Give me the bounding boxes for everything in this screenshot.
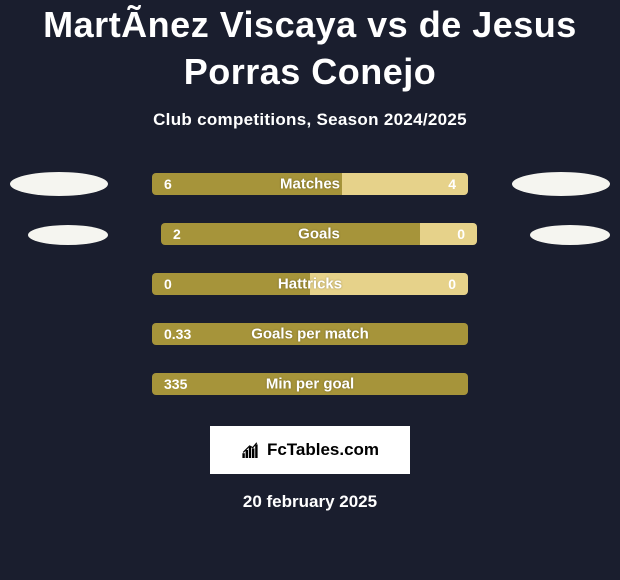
stat-bar: 2 0 Goals	[161, 223, 477, 245]
stat-value-left: 6	[164, 176, 172, 192]
player-bubble-left	[10, 172, 108, 196]
brand-badge[interactable]: FcTables.com	[210, 426, 410, 474]
stat-value-right: 0	[448, 276, 456, 292]
player-bubble-right	[512, 172, 610, 196]
stat-label: Matches	[280, 175, 340, 192]
stats-block: 6 4 Matches 2 0 Goals 0 0 Hattricks 0.33 Goals per…	[10, 172, 610, 396]
stat-bar: 6 4 Matches	[152, 173, 468, 195]
brand-text: FcTables.com	[267, 440, 379, 460]
stat-label: Goals per match	[251, 325, 369, 342]
stat-label: Goals	[298, 225, 340, 242]
footer-date: 20 february 2025	[243, 492, 377, 512]
page-title: MartÃnez Viscaya vs de Jesus Porras Cone…	[30, 2, 590, 96]
stat-row: 0 0 Hattricks	[10, 272, 610, 296]
stat-value-left: 0.33	[164, 326, 191, 342]
stat-bar: 0 0 Hattricks	[152, 273, 468, 295]
stat-label: Hattricks	[278, 275, 342, 292]
stat-row: 0.33 Goals per match	[10, 322, 610, 346]
stat-bar: 335 Min per goal	[152, 373, 468, 395]
stat-value-right: 4	[448, 176, 456, 192]
stat-value-left: 0	[164, 276, 172, 292]
player-bubble-right	[530, 225, 610, 245]
subtitle: Club competitions, Season 2024/2025	[153, 110, 467, 130]
stat-row: 335 Min per goal	[10, 372, 610, 396]
stat-value-left: 335	[164, 376, 187, 392]
stat-value-left: 2	[173, 226, 181, 242]
stat-label: Min per goal	[266, 375, 354, 392]
stat-row: 6 4 Matches	[10, 172, 610, 196]
stat-bar: 0.33 Goals per match	[152, 323, 468, 345]
chart-icon	[241, 442, 263, 458]
stat-row: 2 0 Goals	[10, 222, 610, 246]
player-bubble-left	[28, 225, 108, 245]
stat-value-right: 0	[457, 226, 465, 242]
